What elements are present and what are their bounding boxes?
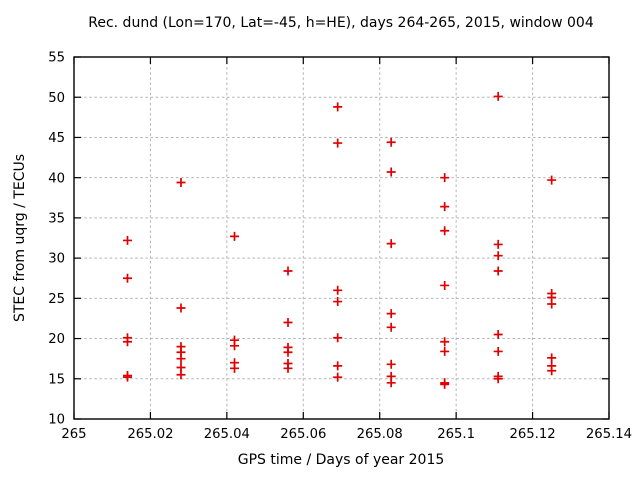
data-point (176, 370, 186, 380)
gridlines (74, 57, 609, 419)
data-point (386, 359, 396, 369)
data-points (123, 91, 557, 389)
x-tick-label: 265.12 (509, 427, 555, 442)
x-axis-label: GPS time / Days of year 2015 (238, 452, 445, 468)
y-tick-label: 25 (48, 292, 65, 307)
data-point (283, 347, 293, 357)
y-tick-label: 50 (48, 91, 65, 106)
data-point (440, 173, 450, 183)
plot-border (73, 56, 610, 420)
x-tick-label: 265.02 (127, 427, 173, 442)
y-tick-label: 15 (48, 372, 65, 387)
plot-frame (73, 56, 610, 420)
x-tick-label: 265.1 (437, 427, 475, 442)
data-point (333, 297, 343, 307)
data-point (123, 235, 132, 245)
data-point (440, 280, 450, 290)
data-point (123, 273, 132, 283)
y-tick-label: 35 (48, 211, 65, 226)
data-point (176, 303, 186, 313)
data-point (386, 239, 396, 249)
x-tick-label: 265.06 (280, 427, 326, 442)
data-point (493, 251, 503, 261)
x-tick-label: 265 (61, 427, 86, 442)
data-point (440, 226, 450, 236)
data-point (230, 363, 239, 373)
y-tick-label: 10 (48, 413, 65, 428)
data-point (386, 309, 396, 319)
chart-title: Rec. dund (Lon=170, Lat=-45, h=HE), days… (88, 15, 594, 31)
data-point (493, 266, 503, 276)
data-point (493, 91, 503, 101)
data-point (386, 167, 396, 177)
y-tick-label: 40 (48, 171, 65, 186)
data-point (283, 363, 293, 373)
data-point (386, 378, 396, 388)
data-point (493, 374, 503, 384)
data-point (123, 372, 132, 382)
y-tick-label: 20 (48, 332, 65, 347)
data-point (440, 379, 450, 389)
data-point (283, 317, 293, 327)
x-tick-label: 265.04 (204, 427, 250, 442)
data-point (440, 337, 450, 347)
data-point (493, 239, 503, 249)
data-point (230, 341, 239, 351)
data-point (386, 322, 396, 332)
data-point (333, 361, 343, 371)
y-axis-label: STEC from uqrg / TECUs (12, 154, 28, 322)
x-tick-label: 265.14 (586, 427, 632, 442)
data-point (493, 346, 503, 356)
data-point (283, 266, 293, 276)
data-point (176, 177, 186, 187)
data-point (176, 354, 186, 364)
data-point (547, 366, 557, 376)
data-point (386, 137, 396, 147)
data-point (333, 333, 343, 343)
y-tick-label: 55 (48, 51, 65, 66)
tick-labels: 265 265.02 265.04 265.06 265.08 265.1 265.12 26… (48, 51, 632, 442)
data-point (547, 299, 557, 309)
data-point (333, 138, 343, 148)
data-point (123, 337, 132, 347)
data-point (333, 372, 343, 382)
data-point (547, 353, 557, 363)
data-point (440, 202, 450, 212)
data-point (333, 102, 343, 112)
data-point (333, 285, 343, 295)
data-point (440, 346, 450, 356)
data-point (493, 330, 503, 340)
x-tick-label: 265.08 (357, 427, 403, 442)
data-point (230, 231, 239, 241)
data-point (547, 175, 557, 185)
y-tick-label: 30 (48, 252, 65, 267)
y-tick-label: 45 (48, 131, 65, 146)
